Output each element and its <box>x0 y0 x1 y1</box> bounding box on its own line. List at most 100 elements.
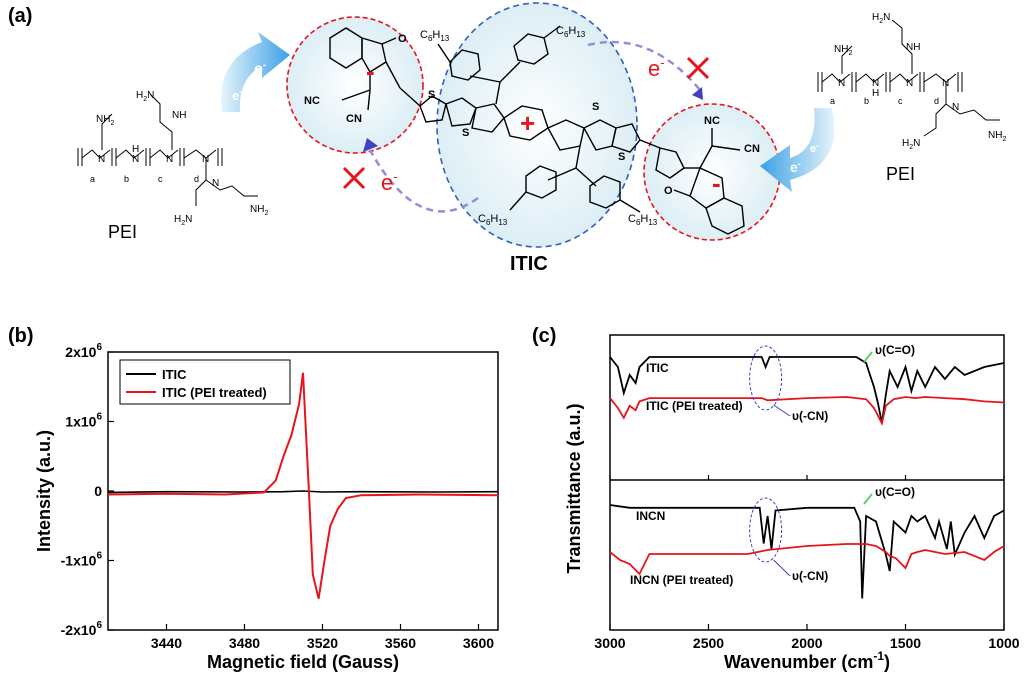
epr-y-axis-label: Intensity (a.u.) <box>34 430 54 552</box>
epr-y-tick-label: -2x106 <box>61 620 103 638</box>
blocked-x-bottom <box>342 166 366 190</box>
ftir-series-line <box>609 356 1005 424</box>
left-nc-label: NC <box>304 95 320 107</box>
arrow-right-electron-1: e- <box>790 159 801 175</box>
ftir-annotation-co-top: υ(C=O) <box>875 343 915 357</box>
epr-chart: 3440 3480 3520 3560 3600 2x106 1x106 0 -1x106 -2x… <box>34 342 499 672</box>
svg-text:d: d <box>934 96 939 106</box>
ftir-series-label: INCN (PEI treated) <box>630 573 733 587</box>
svg-text:NH: NH <box>906 42 920 53</box>
pei-right-arrow <box>760 108 835 192</box>
epr-x-tick-label: 3480 <box>229 635 260 651</box>
electron-label-bottom: e- <box>381 169 398 195</box>
sulfur-label-2: S <box>462 127 469 139</box>
svg-text:H: H <box>872 88 879 99</box>
svg-text:NH2: NH2 <box>250 204 268 217</box>
sulfur-label-1: S <box>428 89 435 101</box>
right-cn-label: CN <box>744 143 760 155</box>
ftir-cn-ellipse-top <box>749 345 783 411</box>
ftir-x-tick-label: 1000 <box>988 635 1019 651</box>
electron-path-top-arrowhead <box>692 87 703 100</box>
ftir-x-tick-label: 1500 <box>890 635 921 651</box>
ftir-cn-pointer-top <box>773 404 791 417</box>
arrow-left-electron-1: e- <box>232 87 242 103</box>
svg-text:H2N: H2N <box>872 12 890 25</box>
svg-text:C6H13: C6H13 <box>556 25 586 39</box>
ftir-cn-pointer-bottom <box>773 559 791 577</box>
epr-y-tick-label: 0 <box>94 483 102 499</box>
svg-text:H2N: H2N <box>902 138 920 151</box>
epr-y-tick-label: 2x106 <box>65 342 102 360</box>
ftir-chart: 3000 2500 2000 1500 1000 Wavenumber (cm-1) Tra… <box>564 334 1020 672</box>
epr-y-tick-label: -1x106 <box>61 551 103 569</box>
svg-text:NH2: NH2 <box>834 44 852 57</box>
right-o-label: O <box>664 185 673 197</box>
ftir-series-line <box>609 504 1005 599</box>
svg-text:H2N: H2N <box>136 90 154 103</box>
epr-y-tick-label: 1x106 <box>65 412 102 430</box>
epr-legend-label: ITIC <box>162 367 187 382</box>
svg-text:H: H <box>132 144 139 155</box>
ftir-annotation-cn-bottom: υ(-CN) <box>792 569 828 583</box>
ftir-x-tick-label: 3000 <box>594 635 625 651</box>
ftir-co-pointer-bottom <box>863 493 873 505</box>
itic-molecule <box>329 25 745 235</box>
hexyl-label-2: C6H13 <box>556 25 586 39</box>
hexyl-label-1: C6H13 <box>420 29 450 43</box>
ftir-x-tick-label: 2500 <box>693 635 724 651</box>
pei-right-label: PEI <box>886 164 915 184</box>
svg-text:c: c <box>158 174 163 184</box>
svg-text:b: b <box>864 96 869 106</box>
epr-x-tick-label: 3520 <box>307 635 338 651</box>
svg-text:N: N <box>132 154 139 165</box>
ftir-y-axis-label: Transmittance (a.u.) <box>564 403 584 573</box>
svg-text:N: N <box>212 178 219 189</box>
blocked-x-top <box>686 56 710 80</box>
epr-series-line <box>107 372 499 599</box>
svg-text:N: N <box>952 102 959 113</box>
svg-text:N: N <box>906 78 913 89</box>
svg-text:NH2: NH2 <box>988 130 1006 143</box>
epr-x-tick-label: 3440 <box>151 635 182 651</box>
pei-left-structure <box>77 93 258 206</box>
ftir-series-label: INCN <box>636 509 665 523</box>
svg-text:b: b <box>124 174 129 184</box>
right-nc-label: NC <box>704 115 720 127</box>
svg-text:a: a <box>90 174 95 184</box>
ftir-x-tick-label: 2000 <box>791 635 822 651</box>
epr-series-line <box>107 490 499 494</box>
svg-text:d: d <box>194 174 199 184</box>
arrow-left-electron-2: e- <box>254 60 266 78</box>
epr-legend-box <box>119 359 291 405</box>
svg-text:N: N <box>872 78 879 89</box>
svg-text:N: N <box>838 78 845 89</box>
svg-text:c: c <box>898 96 903 106</box>
svg-text:NH2: NH2 <box>96 114 114 127</box>
ftir-series-line <box>609 543 1005 576</box>
electron-path-bottom <box>368 149 479 213</box>
left-cn-label: CN <box>346 113 362 125</box>
core-donor-ellipse <box>436 2 638 248</box>
svg-text:N: N <box>98 154 105 165</box>
left-o-label: O <box>398 33 407 45</box>
itic-label: ITIC <box>510 253 548 275</box>
epr-x-axis-label: Magnetic field (Gauss) <box>207 652 399 672</box>
left-acceptor-circle <box>286 16 424 154</box>
arrow-right-electron-2: e- <box>810 141 819 155</box>
electron-label-top: e- <box>648 55 665 81</box>
sulfur-label-4: S <box>618 151 625 163</box>
svg-text:H2N: H2N <box>174 214 192 227</box>
pei-right-structure <box>817 19 1000 137</box>
panel-label-b: (b) <box>8 325 34 347</box>
pei-left-arrow <box>221 32 290 112</box>
left-minus-sign: - <box>366 56 375 86</box>
svg-text:C6H13: C6H13 <box>420 29 450 43</box>
ftir-annotation-cn-top: υ(-CN) <box>792 409 828 423</box>
core-plus-sign: + <box>520 108 535 138</box>
ftir-x-axis-label: Wavenumber (cm-1) <box>724 649 890 672</box>
sulfur-label-3: S <box>592 101 599 113</box>
ftir-co-pointer-top <box>863 351 873 363</box>
pei-right-labels: NH2 H2N NH N N H N N N H2N NH2 a b c d <box>830 12 1006 151</box>
ftir-series-label: ITIC (PEI treated) <box>646 399 743 413</box>
